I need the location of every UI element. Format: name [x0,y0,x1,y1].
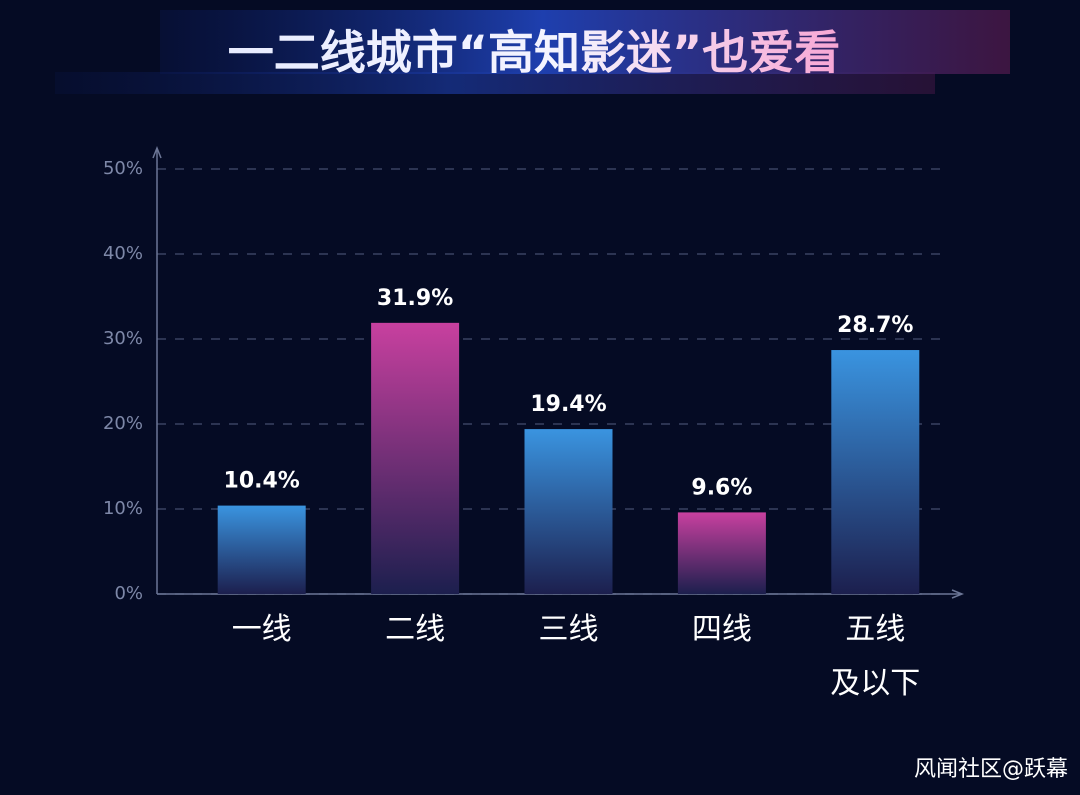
y-tick-label: 50% [103,158,143,179]
y-tick-label: 0% [114,583,143,604]
bar [524,429,613,594]
y-tick-label: 10% [103,498,143,519]
y-tick-label: 30% [103,328,143,349]
bar [217,505,306,594]
value-label: 28.7% [837,313,913,338]
value-label: 31.9% [377,286,453,311]
title-banner-shadow [55,72,935,94]
x-axis-arrow [951,589,965,599]
chart-title: 一二线城市“高知影迷”也爱看 [228,26,840,80]
bar [677,512,766,594]
title-banner [160,10,1010,74]
x-tick-label: 二线 [385,612,446,647]
y-tick-label: 40% [103,243,143,264]
watermark: 风闻社区@跃幕 [913,757,1068,782]
y-axis-arrow [152,145,162,159]
x-tick-label: 四线 [691,612,752,647]
x-tick-label: 三线 [538,612,599,647]
x-tick-label: 五线 及以下 [830,612,921,701]
value-label: 19.4% [530,392,606,417]
value-label: 10.4% [224,469,300,494]
value-label: 9.6% [691,475,752,500]
x-tick-label: 一线 [231,612,292,647]
y-tick-label: 20% [103,413,143,434]
bar [831,350,920,594]
bar [371,322,460,594]
